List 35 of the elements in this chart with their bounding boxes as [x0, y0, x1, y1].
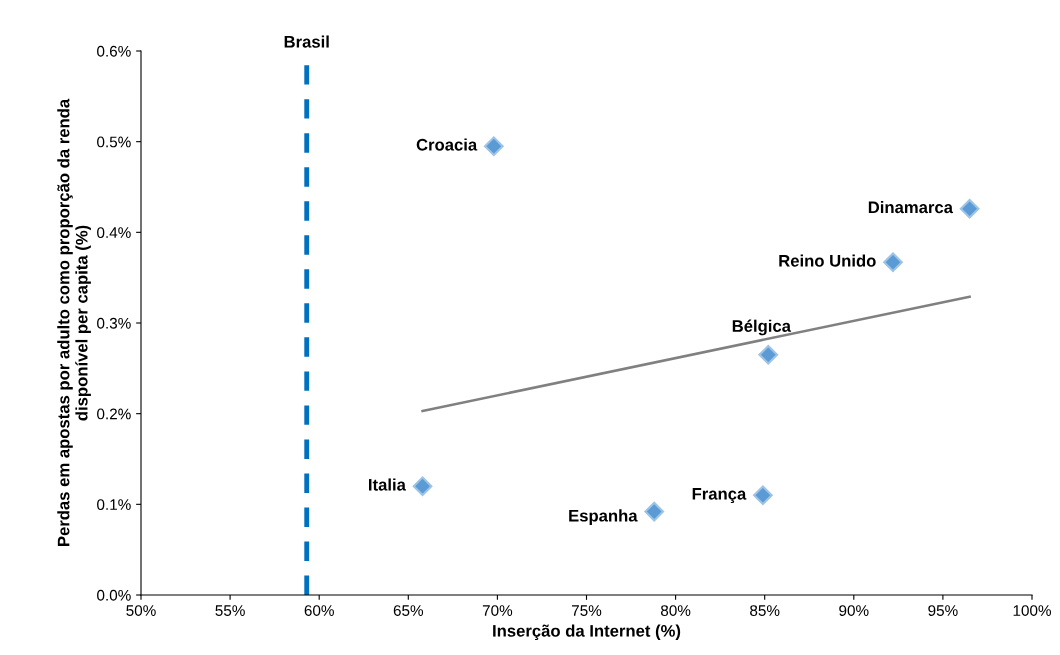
point	[412, 476, 433, 497]
annotation: Croacia	[416, 138, 478, 151]
annotation: Dinamarca	[868, 200, 954, 214]
x-tick-label: 50%	[126, 605, 156, 616]
annotation: Reino Unido	[779, 254, 876, 267]
x-tick-label: 75%	[571, 605, 602, 616]
x-tick-label: 95%	[928, 605, 958, 616]
x-tick-label: 70%	[482, 605, 513, 616]
x-tick-label: 60%	[304, 605, 334, 616]
annotation: Espanha	[569, 509, 638, 525]
y-tick-label: 0.4%	[97, 227, 131, 239]
point	[644, 501, 665, 522]
x-tick-label: 65%	[393, 605, 424, 616]
x-tick-label: 85%	[750, 605, 780, 616]
y-tick-label: 0.3%	[97, 317, 131, 329]
x-tick-label: 90%	[839, 605, 869, 616]
annotation: Bélgica	[732, 319, 792, 336]
point	[959, 198, 980, 219]
y-tick-label: 0.5%	[97, 136, 131, 148]
point	[753, 485, 773, 506]
x-axis-title: Inserção da Internet (%)	[493, 624, 681, 641]
point	[758, 344, 779, 365]
y-tick-label: 0.2%	[97, 408, 131, 420]
y-tick-label: 0.1%	[97, 499, 131, 511]
y-axis-title: Perdas em apostas por adulto como proporção da renda disponível per capita (%)	[57, 98, 91, 546]
point	[883, 252, 903, 273]
x-tick-label: 100%	[1013, 605, 1051, 616]
annotation: Italia	[369, 478, 406, 491]
y-tick-label: 0.6%	[97, 45, 131, 57]
x-tick-label: 55%	[215, 605, 245, 616]
ref-line-label: Brasil	[284, 35, 329, 48]
point	[483, 136, 504, 157]
x-tick-label: 80%	[660, 605, 691, 616]
y-tick-label: 0.0%	[97, 589, 131, 601]
annotation: França	[692, 488, 747, 504]
